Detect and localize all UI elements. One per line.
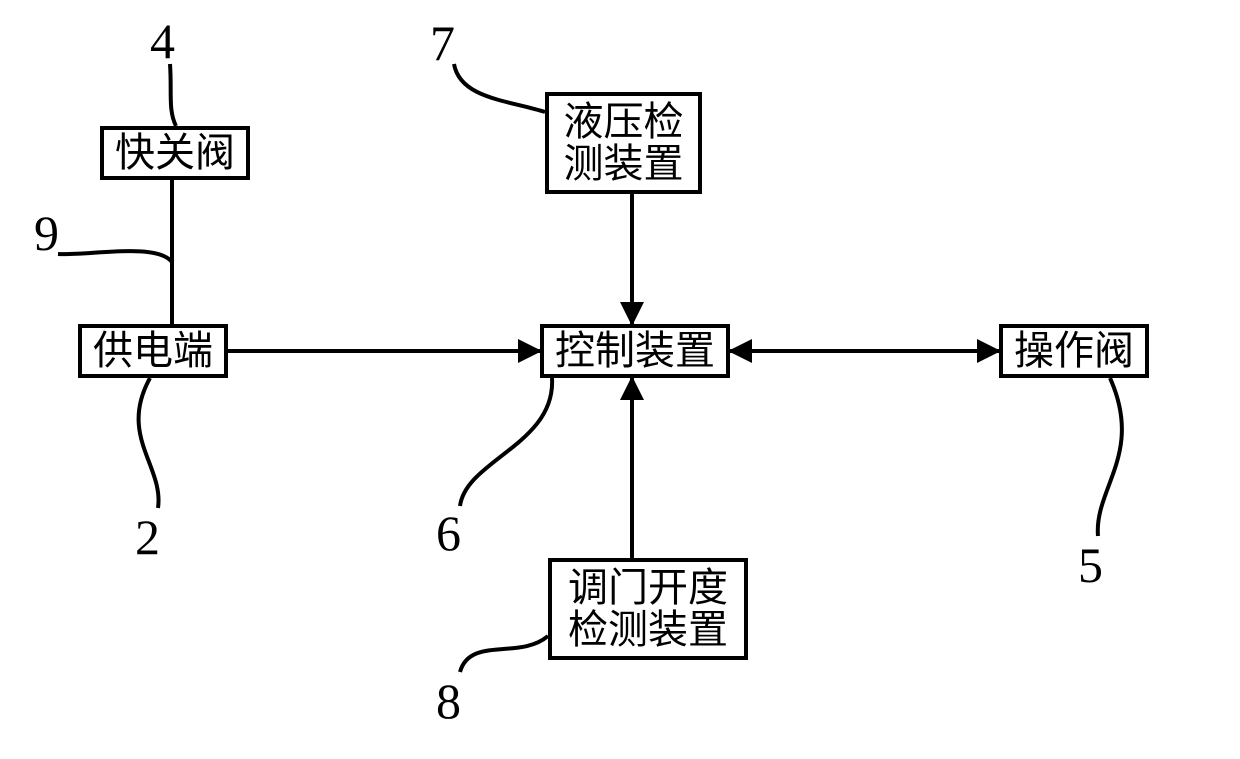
node-control-device: 控制装置 [540,324,730,378]
ref-text: 6 [436,505,461,561]
ref-label-8: 8 [436,676,461,726]
ref-label-2: 2 [135,512,160,562]
diagram-canvas: 快关阀 供电端 控制装置 操作阀 液压检 测装置 调门开度 检测装置 4 9 2… [0,0,1240,759]
ref-label-6: 6 [436,508,461,558]
ref-text: 9 [34,205,59,261]
node-fast-close-valve: 快关阀 [100,126,250,180]
node-label: 调门开度 检测装置 [568,567,728,651]
leader-7 [454,64,545,112]
node-label: 供电端 [93,330,213,372]
leader-9 [58,251,172,262]
ref-label-7: 7 [430,18,455,68]
leader-8 [460,636,548,672]
node-label: 操作阀 [1014,330,1134,372]
node-hydraulic-detection: 液压检 测装置 [545,92,702,194]
ref-label-9: 9 [34,208,59,258]
leader-2 [139,378,159,508]
ref-text: 2 [135,509,160,565]
ref-text: 4 [150,13,175,69]
leader-6 [460,378,552,506]
node-label: 快关阀 [115,132,235,174]
ref-text: 7 [430,15,455,71]
ref-text: 5 [1078,537,1103,593]
leader-4 [170,64,176,126]
ref-label-5: 5 [1078,540,1103,590]
ref-label-4: 4 [150,16,175,66]
node-power-supply: 供电端 [78,324,228,378]
node-label: 控制装置 [555,330,715,372]
node-opening-detection: 调门开度 检测装置 [548,558,748,660]
node-operating-valve: 操作阀 [999,324,1149,378]
leader-5 [1098,378,1122,536]
node-label: 液压检 测装置 [564,101,684,185]
ref-text: 8 [436,673,461,729]
